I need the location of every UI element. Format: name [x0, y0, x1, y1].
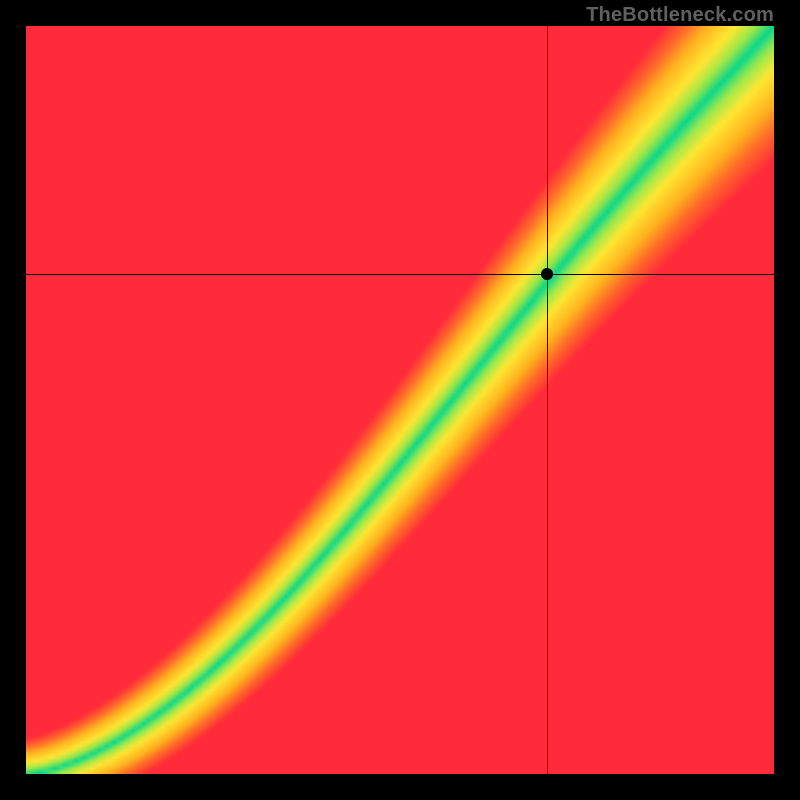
plot-frame [0, 0, 800, 800]
heatmap [26, 26, 774, 774]
marker-dot [541, 268, 553, 280]
crosshair-horizontal [26, 274, 774, 276]
crosshair-vertical [547, 26, 549, 774]
attribution-text: TheBottleneck.com [586, 4, 774, 27]
heatmap-canvas [26, 26, 774, 774]
